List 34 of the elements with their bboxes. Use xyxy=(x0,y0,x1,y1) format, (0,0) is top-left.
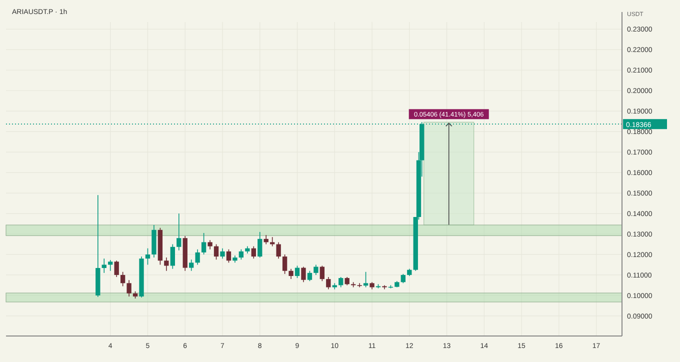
candlestick xyxy=(270,236,275,247)
candlestick xyxy=(314,264,318,276)
candlestick xyxy=(120,271,126,287)
candlestick xyxy=(164,257,169,272)
candlestick xyxy=(145,248,150,266)
candlestick xyxy=(114,260,119,278)
candlestick xyxy=(400,274,406,284)
candlestick xyxy=(276,242,281,259)
candlestick xyxy=(220,248,225,259)
candlestick xyxy=(382,284,387,290)
candlestick xyxy=(294,265,300,278)
candlestick xyxy=(201,232,206,255)
candlestick xyxy=(126,280,132,297)
candlestick xyxy=(301,266,306,283)
candlestick xyxy=(102,258,106,274)
candlestick xyxy=(195,248,200,266)
candlestick xyxy=(176,213,182,251)
candlestick xyxy=(338,276,344,288)
candlestick xyxy=(258,232,262,258)
candlestick xyxy=(363,271,368,288)
candlestick xyxy=(238,248,244,260)
candlestick xyxy=(357,282,362,288)
candlestick xyxy=(326,276,331,290)
candlestick xyxy=(251,246,256,259)
candlestick xyxy=(282,254,288,274)
candlestick xyxy=(307,270,312,282)
candlestick xyxy=(288,268,294,280)
candlestick xyxy=(226,248,232,264)
candlestick xyxy=(170,244,175,270)
candlestick xyxy=(320,265,325,282)
candlestick xyxy=(214,244,219,260)
candlestick xyxy=(108,260,113,272)
candlestick xyxy=(189,259,194,272)
candlestick xyxy=(208,240,212,250)
